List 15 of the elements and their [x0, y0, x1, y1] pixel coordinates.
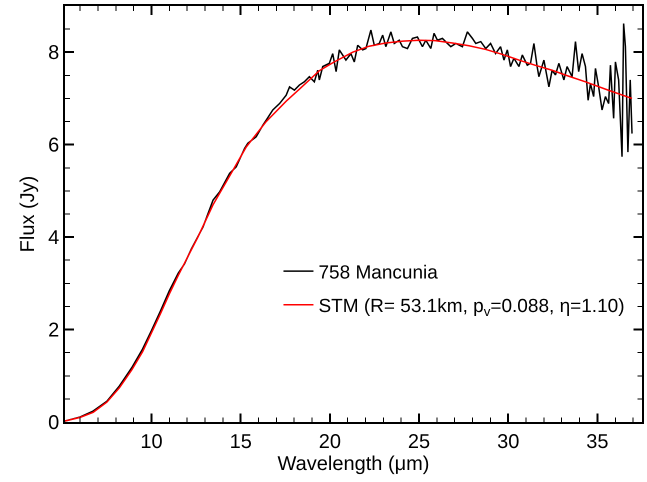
x-tick-label: 35	[586, 430, 609, 453]
y-tick-label: 0	[48, 412, 60, 434]
x-tick-label: 25	[408, 430, 430, 453]
y-tick-label: 4	[48, 227, 60, 250]
y-tick-label: 8	[48, 42, 60, 64]
legend-label: 758 Mancunia	[318, 262, 438, 284]
y-tick-label: 6	[48, 134, 60, 157]
legend-label: STM (R= 53.1km, p$_{v}$=0.088, η=1.10)	[318, 296, 625, 320]
y-tick-label: 2	[48, 320, 60, 342]
x-tick-label: 15	[230, 430, 252, 453]
y-axis-title: Flux (Jy)	[17, 176, 40, 252]
x-tick-label: 20	[318, 430, 341, 453]
x-axis-title: Wavelength (μm)	[278, 452, 430, 475]
x-tick-label: 10	[140, 430, 163, 453]
x-tick-label: 30	[497, 430, 520, 453]
